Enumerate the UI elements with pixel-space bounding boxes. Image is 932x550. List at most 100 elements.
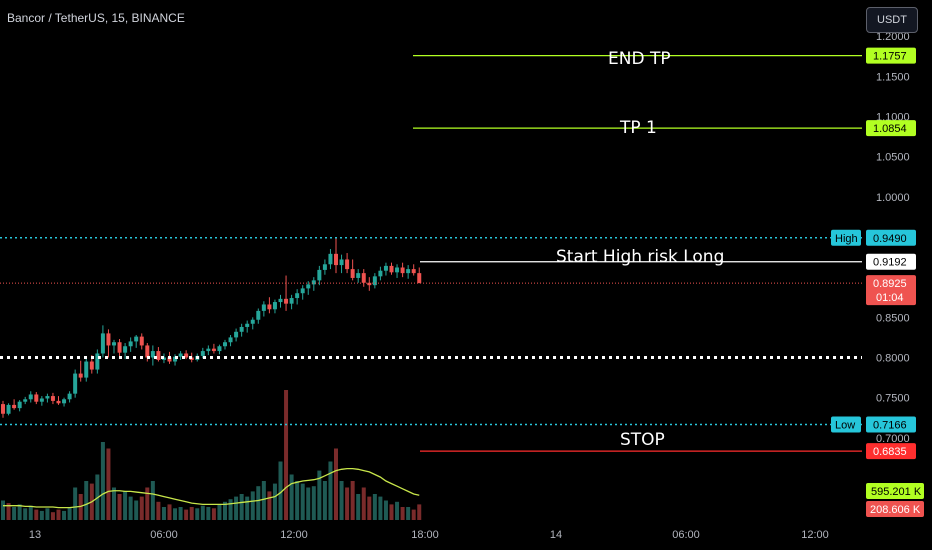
volume-bar [161, 507, 166, 520]
x-tick-label: 12:00 [280, 529, 308, 541]
x-tick-label: 13 [29, 529, 41, 541]
last-price-tag-label: 0.8925 [873, 278, 907, 290]
volume-bar [345, 487, 350, 520]
volume-bar [167, 504, 172, 520]
volume-bar [234, 496, 239, 520]
candle [156, 351, 161, 360]
low-label-box [831, 416, 861, 433]
volume-bar [217, 504, 222, 520]
symbol-info: Bancor / TetherUS, 15, BINANCE [7, 11, 185, 25]
candle [145, 345, 150, 358]
candle [256, 310, 261, 320]
candle [411, 269, 416, 274]
volume-bar [295, 481, 300, 520]
annotation-end-tp: END TP [608, 49, 671, 69]
volume-bar [400, 507, 405, 520]
candle [178, 353, 183, 357]
volume-bar [300, 483, 305, 520]
candle [112, 342, 116, 346]
x-tick-label: 06:00 [150, 529, 178, 541]
volume-bar [173, 508, 178, 520]
volume-bar [195, 508, 200, 520]
volume-bar [17, 504, 22, 520]
candle [73, 373, 78, 394]
y-tick-label: 0.8000 [876, 353, 910, 365]
candle [322, 264, 327, 270]
y-tick-label: 1.1500 [876, 71, 910, 83]
stop-tag [866, 443, 916, 460]
volume-bar [6, 503, 11, 520]
candle [123, 346, 128, 353]
candle [295, 293, 300, 299]
volume-bar [395, 501, 400, 520]
currency-button[interactable]: USDT [866, 7, 918, 33]
volume-bar [361, 487, 366, 520]
candle [261, 304, 266, 311]
volume-bar [272, 483, 277, 520]
volume-bar [56, 509, 61, 520]
low-tag [866, 416, 916, 433]
volume-bar [411, 509, 416, 520]
candle [67, 393, 72, 400]
volume-bar [117, 494, 122, 520]
volume-bar [112, 487, 116, 520]
candle [400, 267, 405, 274]
volume-bar [289, 474, 294, 520]
volume-bar [123, 491, 128, 520]
candle [56, 400, 61, 404]
y-tick-label: 0.7500 [876, 393, 910, 405]
volume-bar [367, 496, 372, 520]
volume-bar [189, 507, 194, 520]
volume-bar [389, 504, 394, 520]
high-label-box [831, 229, 861, 246]
tp1-tag [866, 120, 916, 137]
volume-bar [67, 507, 72, 520]
volume-bar [39, 510, 44, 520]
candle [317, 269, 322, 281]
volume-bar [12, 507, 17, 520]
volume-bar [62, 510, 67, 520]
entry-tag [866, 253, 916, 270]
volume-bar [200, 505, 205, 520]
x-tick-label: 06:00 [672, 529, 700, 541]
volume-bar [317, 470, 322, 520]
candle [395, 267, 400, 273]
low-tag-label: 0.7166 [873, 420, 907, 432]
candle [128, 341, 133, 347]
volume-bar [84, 481, 89, 520]
volume-bar [356, 494, 361, 520]
volume-tag-label: 595.201 K [871, 486, 922, 498]
end-tp-tag-label: 1.1757 [873, 51, 907, 63]
volume-bar [256, 486, 261, 520]
candle [184, 353, 189, 358]
candle [200, 351, 205, 356]
x-tick-label: 18:00 [411, 529, 439, 541]
candle [39, 398, 44, 402]
candle [23, 399, 28, 402]
candle [228, 337, 233, 343]
volume-bar [45, 508, 50, 520]
volume-bar [23, 508, 28, 520]
stop-tag-label: 0.6835 [873, 446, 907, 458]
candle [245, 323, 250, 327]
candle [289, 298, 294, 304]
volume-bar [139, 496, 144, 520]
candle [284, 298, 289, 304]
candle [250, 319, 255, 324]
end-tp-tag [866, 47, 916, 64]
countdown-label: 01:04 [876, 292, 904, 304]
volume-bar [28, 505, 33, 520]
candle [311, 280, 316, 285]
candle [1, 404, 5, 414]
candle [372, 276, 377, 286]
volume-bar [322, 481, 327, 520]
candle [334, 253, 338, 266]
high-tag-label: 0.9490 [873, 233, 907, 245]
y-tick-label: 1.0000 [876, 192, 910, 204]
candle [239, 326, 244, 332]
x-tick-label: 14 [550, 529, 562, 541]
volume-bar [184, 509, 189, 520]
candle [406, 269, 411, 274]
